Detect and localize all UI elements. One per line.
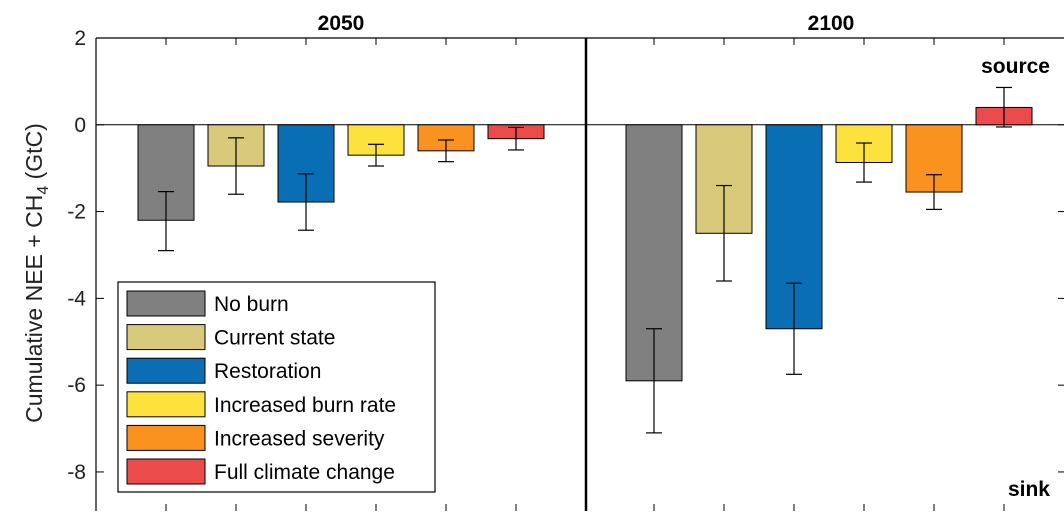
legend-label: Current state bbox=[214, 327, 335, 350]
y-tick-label: -8 bbox=[67, 461, 86, 484]
panel-title: 2100 bbox=[808, 12, 855, 35]
legend-swatch bbox=[126, 424, 206, 451]
legend-swatch bbox=[126, 458, 206, 485]
y-axis-label-unit: (GtC) bbox=[21, 123, 47, 186]
legend-label: Full climate change bbox=[214, 461, 395, 484]
y-tick-label: 0 bbox=[74, 114, 86, 137]
legend-swatch bbox=[126, 324, 206, 351]
y-tick-label: 2 bbox=[74, 27, 86, 50]
legend-box bbox=[117, 281, 436, 493]
source-annotation: source bbox=[981, 55, 1050, 78]
text-layer: 2 0 -2 -4 -6 -8 2050 2100 source sink Cumulative N… bbox=[21, 12, 1050, 501]
y-tick-label: -4 bbox=[67, 287, 86, 310]
legend: No burn Current state Restoration Increased… bbox=[117, 281, 436, 493]
y-tick-label: -2 bbox=[67, 201, 86, 224]
y-axis-label: Cumulative NEE + CH4 (GtC) bbox=[21, 123, 52, 423]
legend-label: Restoration bbox=[214, 360, 321, 383]
panel-title: 2050 bbox=[318, 12, 365, 35]
error-bars-layer bbox=[158, 86, 1012, 434]
legend-label: Increased burn rate bbox=[214, 394, 396, 417]
legend-swatch bbox=[126, 290, 206, 317]
y-tick-label: -6 bbox=[67, 374, 86, 397]
legend-label: No burn bbox=[214, 293, 289, 316]
sink-annotation: sink bbox=[1008, 478, 1050, 501]
legend-swatch bbox=[126, 357, 206, 384]
y-axis-label-prefix: Cumulative NEE + CH bbox=[21, 195, 47, 423]
y-axis-label-subscript: 4 bbox=[35, 186, 52, 195]
legend-swatch bbox=[126, 391, 206, 418]
legend-label: Increased severity bbox=[214, 427, 385, 450]
